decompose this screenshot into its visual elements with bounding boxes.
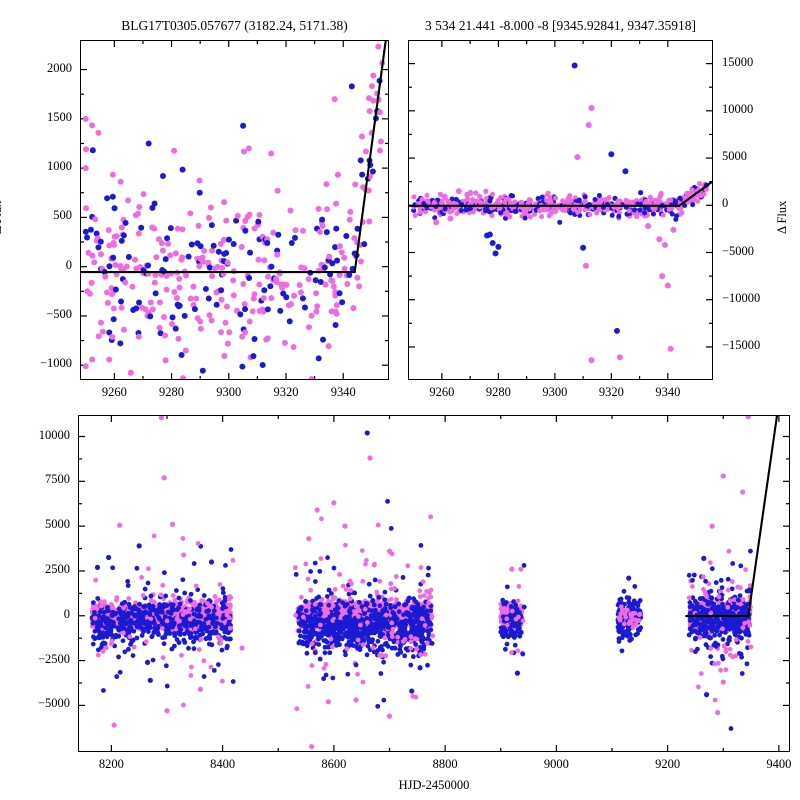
ytick-label: −1000 <box>39 356 72 371</box>
ytick-label: −10000 <box>722 290 761 305</box>
ytick-label: 10000 <box>38 427 70 442</box>
xtick-label: 8600 <box>321 757 347 771</box>
xaxis-label-bottom: HJD-2450000 <box>398 778 470 792</box>
ytick-label: 10000 <box>722 101 754 116</box>
ytick-label: −5000 <box>37 696 70 711</box>
xtick-label: 9000 <box>543 757 569 771</box>
ytick-label: 15000 <box>722 54 754 69</box>
ytick-label: 0 <box>63 606 70 621</box>
xtick-label: 8200 <box>98 757 124 771</box>
xtick-label: 9320 <box>598 385 624 399</box>
ytick-label: 0 <box>722 196 729 211</box>
data-layer-top-left <box>81 41 388 379</box>
ytick-label: −500 <box>46 306 72 321</box>
xtick-label: 9340 <box>330 385 356 399</box>
ytick-label: −5000 <box>722 243 755 258</box>
data-points-top-right <box>409 62 712 364</box>
xtick-label: 9400 <box>766 757 792 771</box>
ytick-label: −15000 <box>722 337 761 352</box>
ytick-label: 2000 <box>47 60 72 75</box>
xtick-label: 8400 <box>210 757 236 771</box>
ytick-label: 5000 <box>722 149 747 164</box>
xtick-label: 9200 <box>655 757 681 771</box>
data-points-bottom <box>89 416 779 750</box>
ytick-label: −2500 <box>37 651 70 666</box>
xtick-label: 9320 <box>273 385 299 399</box>
ytick-label: 1000 <box>47 159 72 174</box>
xtick-label: 9260 <box>101 385 127 399</box>
data-layer-bottom <box>79 416 789 751</box>
xtick-label: 8800 <box>432 757 458 771</box>
xtick-label: 9280 <box>485 385 511 399</box>
xtick-label: 9260 <box>429 385 455 399</box>
ytick-label: 1500 <box>47 109 72 124</box>
ytick-label: 5000 <box>45 517 70 532</box>
data-layer-top-right <box>409 41 712 379</box>
ytick-label: 0 <box>65 257 72 272</box>
data-points-top-left <box>81 41 387 379</box>
panel-title-top-right: 3 534 21.441 -8.000 -8 [9345.92841, 9347… <box>424 18 697 33</box>
ytick-label: 2500 <box>45 561 70 576</box>
panel-title-top-left: BLG17T0305.057677 (3182.24, 5171.38) <box>121 18 348 33</box>
ytick-label: 7500 <box>45 472 70 487</box>
plot-frame-bottom <box>78 415 790 752</box>
xtick-label: 9340 <box>655 385 681 399</box>
ytick-label: 500 <box>53 208 72 223</box>
yaxis-label-bottom: Δ Flux <box>0 574 2 607</box>
xtick-label: 9280 <box>159 385 185 399</box>
xtick-label: 9300 <box>216 385 242 399</box>
xtick-label: 9300 <box>542 385 568 399</box>
